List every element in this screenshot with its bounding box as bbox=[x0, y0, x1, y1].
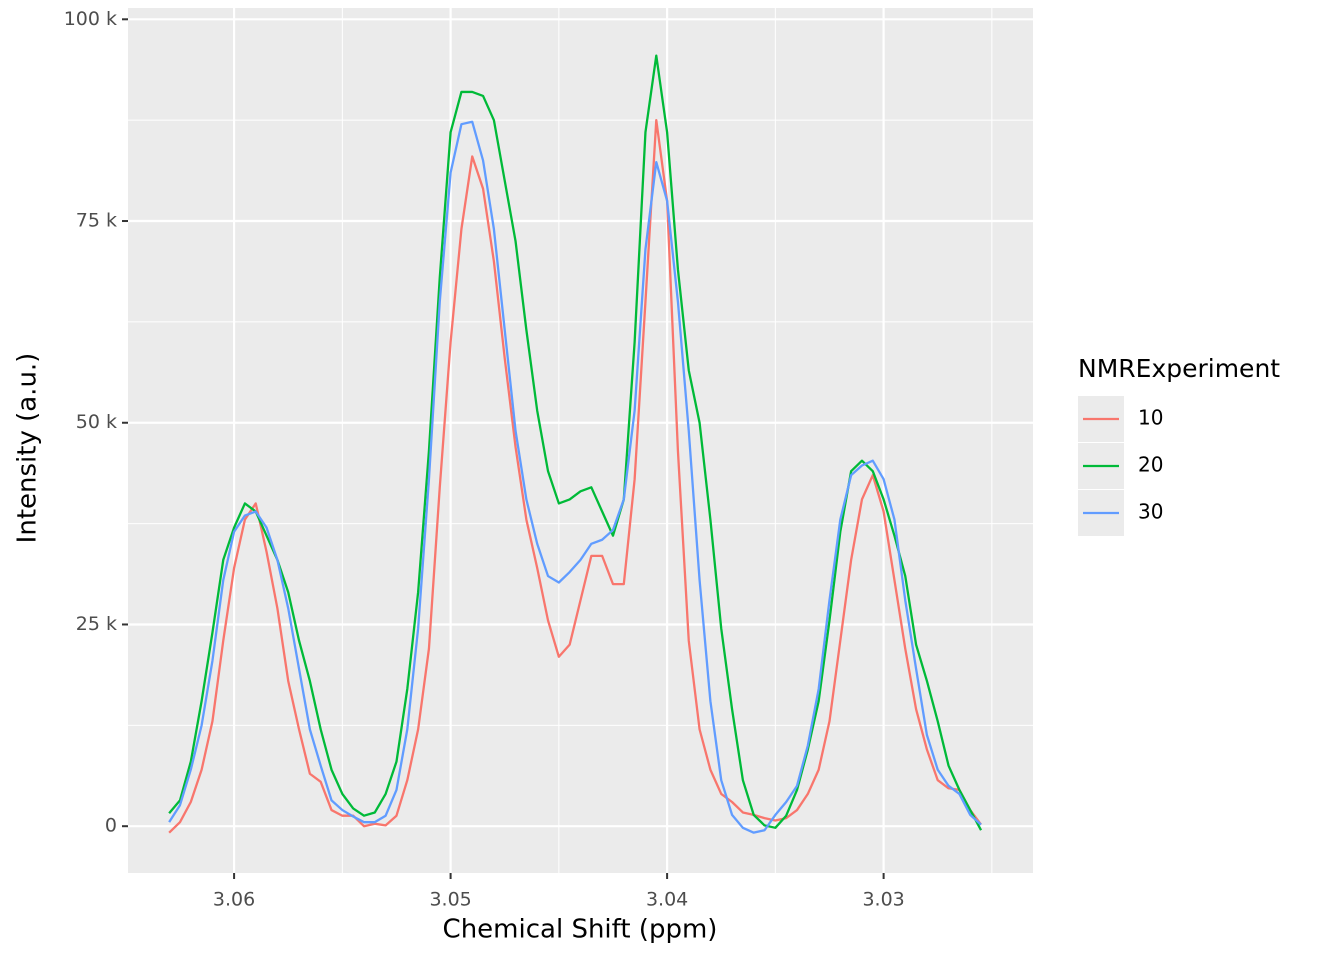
y-tick-label: 100 k bbox=[64, 8, 117, 30]
x-axis-title: Chemical Shift (ppm) bbox=[443, 915, 718, 945]
x-tick-label: 3.05 bbox=[429, 889, 471, 911]
series-line bbox=[168, 119, 982, 834]
legend-label: 30 bbox=[1138, 500, 1163, 524]
y-tick-label: 50 k bbox=[76, 411, 117, 433]
legend-label: 20 bbox=[1138, 453, 1163, 477]
x-tick-label: 3.03 bbox=[862, 889, 904, 911]
x-tick-label: 3.04 bbox=[646, 889, 688, 911]
legend-label: 10 bbox=[1138, 406, 1163, 430]
x-tick-label: 3.06 bbox=[213, 889, 255, 911]
y-tick-label: 75 k bbox=[76, 210, 117, 232]
y-tick-label: 0 bbox=[105, 815, 117, 837]
y-axis-title: Intensity (a.u.) bbox=[13, 353, 43, 544]
y-tick-label: 25 k bbox=[76, 613, 117, 635]
series-line bbox=[168, 120, 982, 834]
legend-title: NMRExperiment bbox=[1078, 354, 1280, 383]
panel-background bbox=[128, 8, 1033, 873]
